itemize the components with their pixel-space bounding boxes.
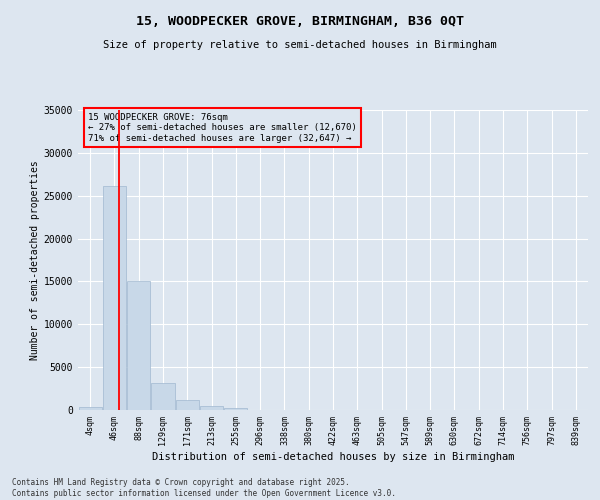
Text: Size of property relative to semi-detached houses in Birmingham: Size of property relative to semi-detach… — [103, 40, 497, 50]
X-axis label: Distribution of semi-detached houses by size in Birmingham: Distribution of semi-detached houses by … — [152, 452, 514, 462]
Bar — [79, 408, 101, 410]
Bar — [176, 400, 199, 410]
Bar — [103, 186, 126, 410]
Text: 15, WOODPECKER GROVE, BIRMINGHAM, B36 0QT: 15, WOODPECKER GROVE, BIRMINGHAM, B36 0Q… — [136, 15, 464, 28]
Y-axis label: Number of semi-detached properties: Number of semi-detached properties — [29, 160, 40, 360]
Text: Contains HM Land Registry data © Crown copyright and database right 2025.
Contai: Contains HM Land Registry data © Crown c… — [12, 478, 396, 498]
Bar — [224, 408, 247, 410]
Bar — [200, 406, 223, 410]
Text: 15 WOODPECKER GROVE: 76sqm
← 27% of semi-detached houses are smaller (12,670)
71: 15 WOODPECKER GROVE: 76sqm ← 27% of semi… — [88, 113, 357, 143]
Bar — [127, 280, 150, 410]
Bar — [151, 382, 175, 410]
